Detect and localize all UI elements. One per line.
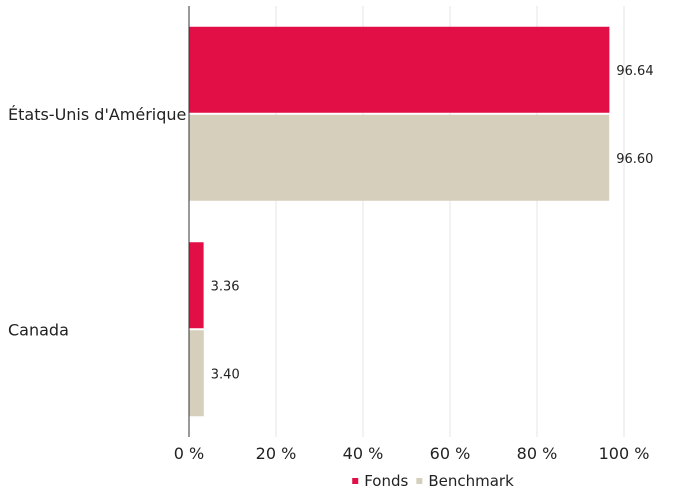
legend: Fonds Benchmark: [352, 472, 514, 490]
legend-label-fonds: Fonds: [364, 472, 408, 490]
bar-benchmark-etats-unis-d-amerique: [189, 114, 610, 201]
category-label-etats-unis-d-amerique: États-Unis d'Amérique: [8, 105, 186, 124]
x-tick-label: 40 %: [343, 444, 384, 463]
data-label-fonds-etats-unis-d-amerique: 96.64: [616, 64, 653, 79]
bar-fonds-canada: [189, 242, 204, 329]
legend-label-benchmark: Benchmark: [428, 472, 514, 490]
legend-item-benchmark: Benchmark: [416, 472, 514, 490]
data-labels: 96.64 96.60 3.36 3.40: [211, 64, 654, 383]
legend-swatch-benchmark: [416, 478, 423, 484]
x-tick-label: 100 %: [599, 444, 650, 463]
x-tick-label: 80 %: [517, 444, 558, 463]
bar-fonds-etats-unis-d-amerique: [189, 26, 610, 113]
legend-swatch-fonds: [352, 478, 359, 484]
category-labels: États-Unis d'Amérique Canada: [8, 105, 186, 340]
bar-benchmark-canada: [189, 330, 204, 417]
data-label-benchmark-etats-unis-d-amerique: 96.60: [616, 152, 653, 167]
data-label-benchmark-canada: 3.40: [211, 367, 240, 382]
bars: [189, 26, 610, 417]
category-label-canada: Canada: [8, 320, 69, 339]
x-tick-label: 20 %: [256, 444, 297, 463]
data-label-fonds-canada: 3.36: [211, 279, 240, 294]
x-tick-labels: 0 % 20 % 40 % 60 % 80 % 100 %: [174, 444, 650, 463]
x-tick-label: 60 %: [430, 444, 471, 463]
legend-item-fonds: Fonds: [352, 472, 409, 490]
x-tick-label: 0 %: [174, 444, 204, 463]
